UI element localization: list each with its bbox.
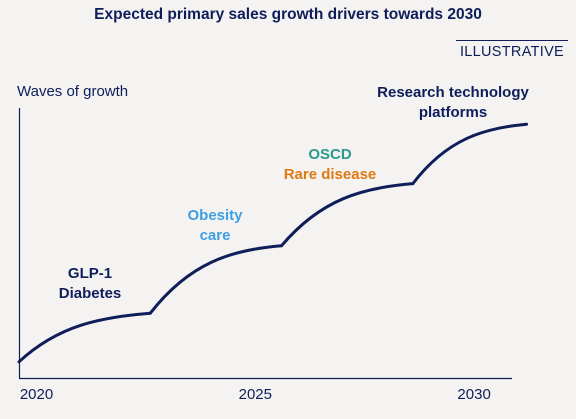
annotation-research-line2: platforms	[418, 104, 488, 121]
growth-wave-3	[280, 182, 415, 248]
y-axis-label: Waves of growth	[17, 83, 129, 100]
growth-wave-2	[148, 244, 284, 315]
annotation-oscd: OSCD	[308, 146, 352, 163]
x-tick-2025: 2025	[238, 386, 272, 403]
annotation-glp1: GLP-1 Diabetes	[50, 264, 130, 304]
annotation-obesity: Obesity care	[175, 206, 255, 246]
annotation-obesity-line2: care	[199, 227, 231, 244]
growth-wave-4	[411, 122, 529, 186]
annotation-glp1-line1: GLP-1	[67, 265, 113, 282]
illustrative-badge: ILLUSTRATIVE	[456, 40, 568, 63]
annotation-glp1-line2: Diabetes	[58, 285, 122, 302]
annotation-rare-disease: Rare disease	[283, 166, 377, 183]
annotation-obesity-line1: Obesity	[187, 207, 243, 224]
growth-wave-1	[17, 311, 152, 364]
annotation-research-line1: Research technology	[377, 84, 529, 101]
annotation-research: Research technology platforms	[363, 83, 543, 123]
x-tick-2030: 2030	[457, 386, 491, 403]
growth-waves	[17, 122, 529, 364]
chart-title: Expected primary sales growth drivers to…	[94, 6, 482, 23]
x-tick-2020: 2020	[19, 386, 54, 403]
